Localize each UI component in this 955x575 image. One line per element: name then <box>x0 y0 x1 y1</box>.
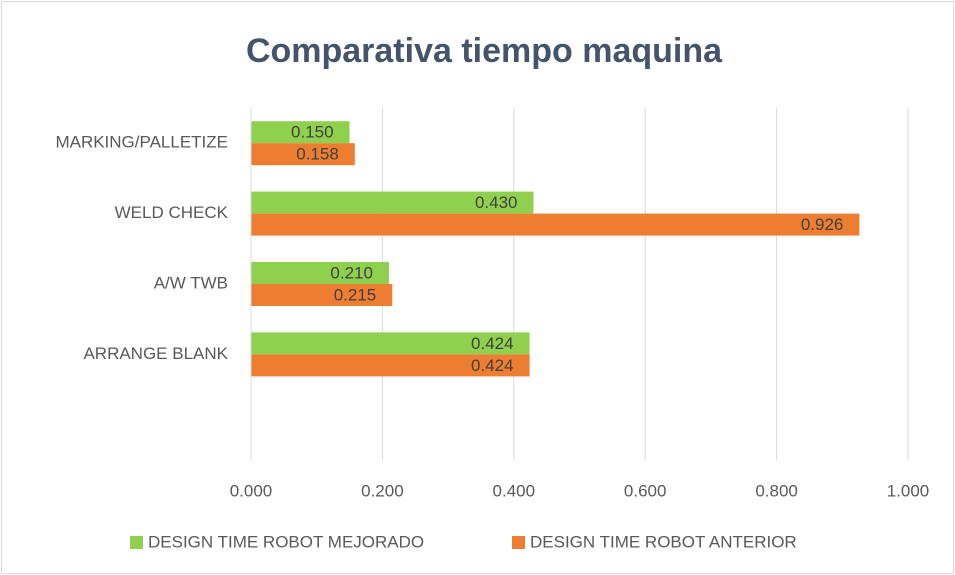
y-tick-label: ARRANGE BLANK <box>83 344 228 363</box>
legend-label: DESIGN TIME ROBOT MEJORADO <box>148 532 424 551</box>
bar <box>251 262 389 284</box>
value-label: 0.215 <box>334 285 377 304</box>
y-tick-label: A/W TWB <box>154 273 228 292</box>
bar <box>251 191 534 214</box>
x-tick-label: 0.400 <box>493 481 536 500</box>
bar <box>251 121 350 144</box>
value-label: 0.430 <box>475 193 518 212</box>
value-label: 0.926 <box>801 215 844 234</box>
legend-label: DESIGN TIME ROBOT ANTERIOR <box>530 532 797 551</box>
value-label: 0.158 <box>296 145 339 164</box>
bar <box>251 332 530 355</box>
x-tick-label: 0.000 <box>230 481 273 500</box>
value-label: 0.424 <box>471 356 514 375</box>
y-tick-label: MARKING/PALLETIZE <box>55 133 228 152</box>
legend-swatch <box>130 536 143 549</box>
bar <box>251 284 393 306</box>
value-label: 0.210 <box>330 263 373 282</box>
x-tick-label: 0.200 <box>361 481 404 500</box>
x-tick-label: 0.600 <box>624 481 667 500</box>
value-label: 0.150 <box>291 123 334 142</box>
x-tick-label: 0.800 <box>755 481 798 500</box>
value-label: 0.424 <box>471 334 514 353</box>
chart-title: Comparativa tiempo maquina <box>246 32 723 70</box>
bar <box>251 143 355 166</box>
legend-swatch <box>512 536 525 549</box>
y-tick-label: WELD CHECK <box>115 203 229 222</box>
bar <box>251 213 860 236</box>
x-tick-label: 1.000 <box>887 481 930 500</box>
bar <box>251 354 530 377</box>
